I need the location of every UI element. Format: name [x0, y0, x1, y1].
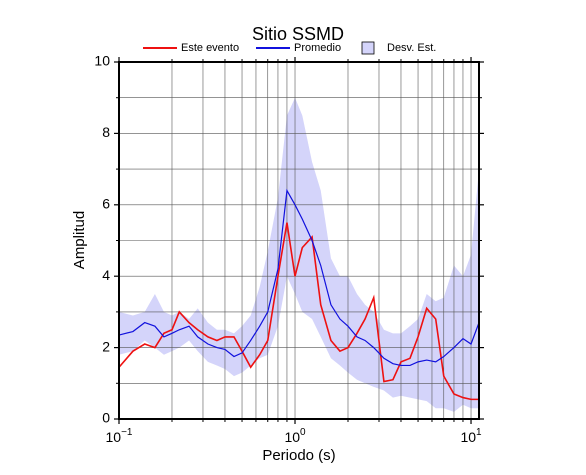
y-tick-label: 8	[102, 124, 110, 140]
legend-label: Desv. Est.	[387, 42, 436, 54]
x-axis-label: Periodo (s)	[262, 447, 335, 464]
std-band	[119, 97, 479, 412]
y-tick-label: 6	[102, 196, 110, 212]
x-tick-base: 10	[106, 429, 122, 445]
legend-swatch	[361, 41, 375, 55]
y-axis-label: Amplitud	[71, 211, 88, 269]
x-tick-exponent: 0	[300, 427, 306, 438]
x-tick-exponent: −1	[121, 427, 133, 438]
series-line	[118, 222, 479, 401]
x-tick-exponent: 1	[476, 427, 482, 438]
y-tick-label: 0	[102, 410, 110, 426]
y-tick-label: 10	[94, 53, 110, 69]
y-tick-label: 2	[102, 338, 110, 354]
series-line	[118, 188, 480, 367]
y-tick-label: 4	[102, 267, 110, 283]
x-tick-base: 10	[284, 429, 300, 445]
x-tick-label: 101	[460, 427, 482, 445]
x-tick-label: 100	[284, 427, 306, 445]
x-tick-base: 10	[460, 429, 476, 445]
legend-label: Este evento	[181, 42, 239, 54]
legend-label: Promedio	[294, 42, 341, 54]
chart-title: Sitio SSMD	[252, 24, 344, 44]
x-tick-label: 10−1	[106, 427, 133, 445]
